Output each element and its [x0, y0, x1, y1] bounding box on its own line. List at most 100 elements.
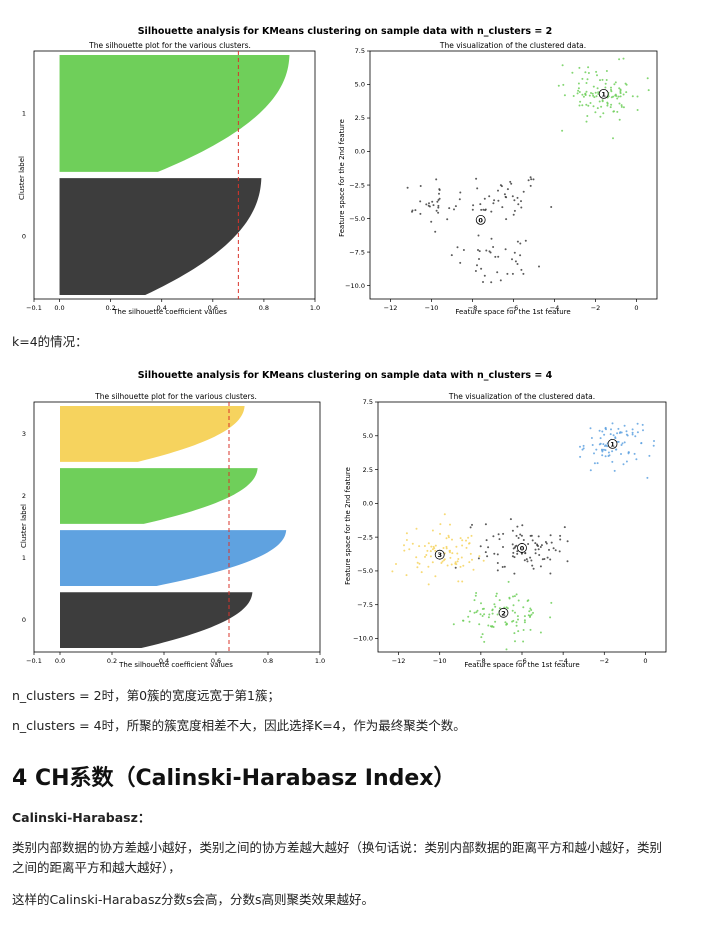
scatter-point-cluster-0 [511, 195, 514, 198]
scatter-point-cluster-3 [424, 555, 426, 558]
scatter-point-cluster-1 [636, 422, 639, 425]
scatter-y-tick-label: −2.5 [357, 533, 373, 541]
scatter-point-cluster-2 [507, 580, 510, 583]
scatter-point-cluster-1 [610, 88, 612, 91]
scatter-point-cluster-0 [534, 552, 537, 555]
silhouette-cluster-label: 1 [22, 109, 26, 117]
scatter-y-tick-label: −5.0 [349, 215, 365, 223]
scatter-point-cluster-0 [541, 558, 544, 561]
scatter-point-cluster-0 [450, 254, 453, 257]
scatter-point-cluster-1 [615, 448, 617, 451]
scatter-point-cluster-2 [515, 624, 518, 627]
scatter-point-cluster-2 [523, 615, 526, 618]
silhouette-cluster-1 [60, 530, 287, 586]
scatter-point-cluster-2 [529, 628, 532, 631]
scatter-point-cluster-2 [478, 623, 481, 626]
scatter-point-cluster-1 [596, 87, 599, 90]
silhouette-cluster-1 [59, 55, 290, 172]
scatter-point-cluster-1 [581, 104, 584, 107]
scatter-point-cluster-0 [492, 246, 495, 248]
scatter-point-cluster-0 [550, 541, 553, 544]
scatter-point-cluster-3 [405, 539, 408, 541]
ch-label: Calinski-Harabasz： [12, 810, 151, 825]
scatter-point-cluster-1 [625, 83, 628, 86]
scatter-point-cluster-0 [493, 199, 496, 202]
scatter-point-cluster-0 [539, 565, 542, 568]
scatter-plot-title: The visualization of the clustered data. [439, 41, 586, 50]
scatter-point-cluster-3 [447, 534, 450, 537]
scatter-point-cluster-2 [467, 615, 470, 618]
scatter-point-cluster-2 [539, 631, 542, 634]
scatter-point-cluster-1 [648, 454, 651, 457]
scatter-point-cluster-1 [616, 110, 619, 113]
scatter-y-tick-label: −10.0 [353, 635, 373, 643]
scatter-point-cluster-0 [504, 248, 507, 251]
paragraph-n2: n_clusters = 2时，第0簇的宽度远宽于第1簇； [12, 688, 280, 703]
scatter-point-cluster-0 [545, 542, 548, 545]
scatter-point-cluster-0 [419, 185, 422, 187]
scatter-point-cluster-1 [596, 107, 599, 110]
scatter-point-cluster-1 [595, 70, 598, 73]
scatter-point-cluster-3 [445, 537, 448, 540]
scatter-point-cluster-1 [636, 431, 639, 434]
scatter-point-cluster-1 [610, 428, 612, 431]
scatter-point-cluster-3 [429, 550, 432, 553]
scatter-point-cluster-3 [482, 559, 485, 562]
scatter-y-tick-label: 2.5 [363, 466, 373, 474]
scatter-point-cluster-0 [516, 240, 519, 243]
scatter-point-cluster-1 [611, 422, 614, 425]
scatter-point-cluster-0 [496, 271, 499, 274]
scatter-point-cluster-2 [512, 595, 514, 598]
scatter-point-cluster-0 [435, 209, 438, 212]
scatter-point-cluster-0 [503, 193, 506, 196]
scatter-point-cluster-0 [419, 212, 422, 215]
scatter-point-cluster-0 [516, 196, 519, 199]
scatter-point-cluster-1 [612, 434, 615, 437]
scatter-point-cluster-0 [506, 188, 509, 191]
scatter-point-cluster-0 [520, 534, 523, 537]
scatter-plot-title: The visualization of the clustered data. [448, 392, 595, 401]
scatter-point-cluster-1 [582, 95, 585, 98]
cluster-center-marker [607, 438, 618, 449]
scatter-point-cluster-1 [599, 442, 602, 445]
scatter-point-cluster-1 [599, 437, 602, 440]
scatter-point-cluster-1 [589, 102, 592, 104]
scatter-point-cluster-3 [426, 549, 429, 552]
scatter-point-cluster-3 [430, 545, 433, 548]
scatter-point-cluster-0 [514, 260, 517, 263]
scatter-point-cluster-1 [581, 93, 584, 96]
scatter-point-cluster-0 [485, 539, 488, 542]
scatter-point-cluster-0 [530, 559, 533, 562]
silhouette-ylabel: Cluster label [20, 504, 28, 548]
silhouette-x-tick-label: 0.0 [54, 304, 64, 312]
scatter-point-cluster-1 [602, 112, 605, 115]
scatter-point-cluster-1 [615, 95, 618, 97]
scatter-point-cluster-2 [495, 595, 498, 598]
silhouette-cluster-label: 3 [22, 430, 26, 438]
scatter-point-cluster-0 [519, 533, 522, 536]
scatter-point-cluster-0 [512, 213, 515, 216]
scatter-point-cluster-3 [443, 513, 446, 516]
scatter-point-cluster-0 [513, 209, 516, 212]
scatter-point-cluster-0 [462, 249, 465, 251]
scatter-point-cluster-3 [434, 549, 437, 552]
scatter-point-cluster-1 [614, 81, 617, 84]
scatter-point-cluster-2 [480, 636, 483, 639]
scatter-point-cluster-2 [479, 613, 482, 616]
scatter-point-cluster-0 [532, 567, 535, 570]
scatter-point-cluster-0 [534, 548, 537, 551]
scatter-point-cluster-0 [509, 180, 512, 183]
cluster-center-marker [598, 88, 609, 99]
scatter-point-cluster-0 [549, 534, 552, 537]
scatter-point-cluster-0 [492, 535, 495, 538]
scatter-point-cluster-0 [458, 198, 461, 201]
scatter-point-cluster-0 [446, 218, 449, 221]
scatter-point-cluster-3 [446, 564, 449, 567]
scatter-point-cluster-0 [459, 191, 462, 194]
scatter-point-cluster-2 [487, 624, 490, 627]
scatter-point-cluster-3 [465, 539, 467, 542]
scatter-point-cluster-0 [471, 523, 473, 526]
scatter-point-cluster-1 [609, 433, 612, 436]
scatter-point-cluster-3 [470, 534, 473, 537]
scatter-y-tick-label: −7.5 [357, 601, 373, 609]
